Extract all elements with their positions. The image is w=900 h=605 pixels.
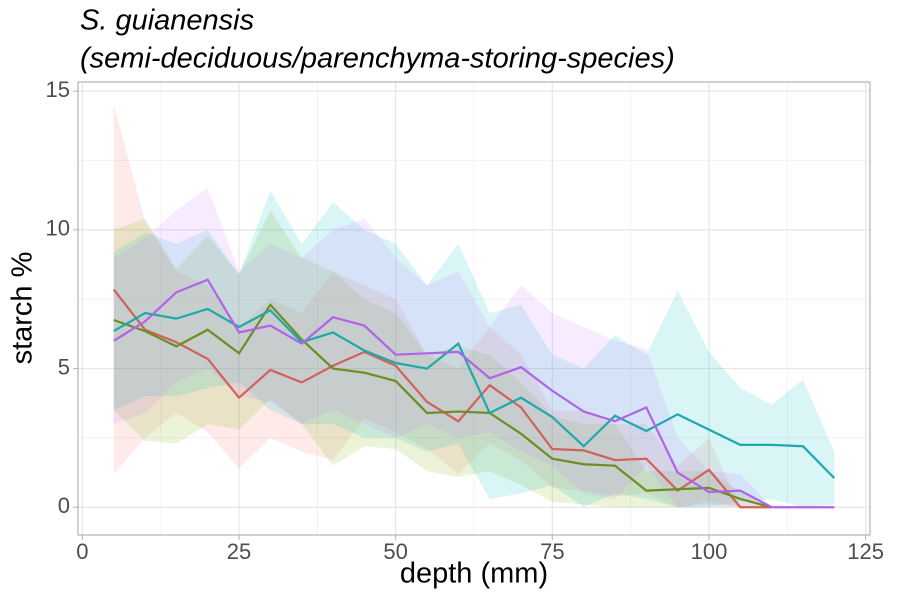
- x-tick-label: 125: [847, 539, 884, 564]
- chart-subtitle: (semi-deciduous/parenchyma-storing-speci…: [80, 43, 675, 75]
- line: [113, 278, 835, 509]
- y-tick-label: 15: [46, 77, 70, 102]
- x-tick-label: 100: [691, 539, 728, 564]
- y-tick-label: 5: [58, 354, 70, 379]
- panel-border: [77, 81, 871, 536]
- chart-title: S. guianensis: [80, 5, 254, 37]
- x-tick-label: 50: [383, 539, 407, 564]
- x-tick-label: 75: [540, 539, 564, 564]
- y-tick-label: 0: [58, 493, 70, 518]
- x-tick-label: 25: [227, 539, 251, 564]
- ribbon: [113, 210, 772, 508]
- y-axis-title: starch %: [7, 252, 39, 365]
- x-tick-label: 0: [76, 539, 88, 564]
- y-tick-label: 10: [46, 216, 70, 241]
- ribbon: [113, 105, 772, 508]
- x-axis-title: depth (mm): [400, 558, 548, 590]
- line: [113, 302, 772, 509]
- ribbon: [113, 191, 835, 508]
